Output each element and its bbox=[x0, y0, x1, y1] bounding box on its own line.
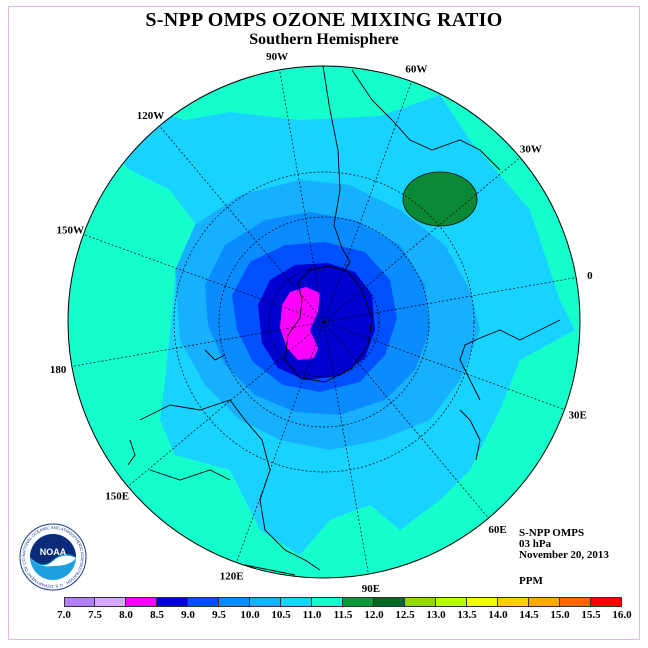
level-11.5-12.0 bbox=[402, 171, 478, 227]
colorbar-tick-label: 7.0 bbox=[57, 609, 71, 621]
meridian-line bbox=[323, 321, 489, 519]
colorbar-swatch bbox=[312, 597, 343, 607]
colorbar-tick-label: 9.5 bbox=[212, 609, 226, 621]
colorbar-tick-label: 14.0 bbox=[488, 609, 508, 621]
colorbar-swatch bbox=[157, 597, 188, 607]
colorbar-swatch bbox=[250, 597, 281, 607]
colorbar-tick-label: 10.5 bbox=[271, 609, 291, 621]
longitude-label: 150W bbox=[57, 225, 85, 237]
graticule bbox=[71, 69, 577, 575]
map-boundary bbox=[67, 65, 581, 579]
noaa-logo: NOAA NATIONAL OCEANIC AND ATMOSPHERIC AD… bbox=[18, 522, 87, 591]
colorbar-tick-label: 16.0 bbox=[612, 609, 632, 621]
colorbar-swatch bbox=[219, 597, 250, 607]
colorbar-tick-label: 15.5 bbox=[581, 609, 601, 621]
page-title: S-NPP OMPS OZONE MIXING RATIO bbox=[145, 9, 503, 31]
meridian-line bbox=[279, 69, 325, 323]
colorbar-tick-label: 11.0 bbox=[302, 609, 322, 621]
level-10.0-10.5-bump bbox=[138, 122, 185, 158]
colorbar-swatch bbox=[529, 597, 560, 607]
colorbar-swatch bbox=[281, 597, 312, 607]
meridian-line bbox=[83, 234, 325, 323]
longitude-label: 0 bbox=[587, 270, 593, 282]
longitude-label: 180 bbox=[50, 364, 67, 376]
longitude-label: 120E bbox=[220, 571, 244, 583]
coastlines bbox=[127, 66, 561, 576]
meridian-line bbox=[323, 321, 565, 410]
colorbar-tick-label: 14.5 bbox=[519, 609, 539, 621]
colorbar-swatch bbox=[188, 597, 219, 607]
colorbar-tick-label: 12.0 bbox=[364, 609, 384, 621]
longitude-label: 30E bbox=[569, 409, 587, 421]
units-label: PPM bbox=[519, 575, 543, 587]
instrument-label: S-NPP OMPS bbox=[519, 527, 585, 539]
colorbar-swatch bbox=[591, 597, 622, 607]
longitude-label: 30W bbox=[520, 143, 542, 155]
colorbar-tick-label: 13.0 bbox=[426, 609, 446, 621]
level-8.0-8.5 bbox=[258, 263, 375, 380]
colorbar-tick-label: 7.5 bbox=[88, 609, 102, 621]
pressure-level: 03 hPa bbox=[519, 538, 552, 550]
colorbar-swatch bbox=[467, 597, 498, 607]
meridian-line bbox=[71, 321, 325, 367]
meridian-line bbox=[323, 321, 369, 575]
colorbar-swatch bbox=[498, 597, 529, 607]
longitude-label: 90W bbox=[266, 51, 288, 63]
colorbar bbox=[64, 597, 622, 607]
colorbar-swatch bbox=[374, 597, 405, 607]
meridian-line bbox=[323, 81, 412, 323]
logo-text: NOAA bbox=[40, 547, 67, 557]
page-subtitle: Southern Hemisphere bbox=[249, 31, 399, 48]
longitude-label: 150E bbox=[105, 491, 129, 503]
colorbar-tick-label: 13.5 bbox=[457, 609, 477, 621]
colorbar-tick-label: 15.0 bbox=[550, 609, 570, 621]
longitude-label: 90E bbox=[362, 583, 380, 595]
colorbar-tick-label: 9.0 bbox=[181, 609, 195, 621]
colorbar-tick-label: 12.5 bbox=[395, 609, 415, 621]
longitude-label: 60W bbox=[405, 63, 427, 75]
meridian-line bbox=[323, 157, 521, 323]
colorbar-swatch bbox=[95, 597, 126, 607]
longitude-label: 60E bbox=[488, 524, 506, 536]
colorbar-swatch bbox=[405, 597, 436, 607]
longitude-labels: 90W 60W 30W 0 30E 60E 90E 120E 150E 180 150W 120W bbox=[50, 51, 593, 595]
colorbar-swatch bbox=[436, 597, 467, 607]
colorbar-tick-label: 8.0 bbox=[119, 609, 133, 621]
colorbar-tick-label: 10.0 bbox=[240, 609, 260, 621]
meridian-line bbox=[159, 125, 325, 323]
date-label: November 20, 2013 bbox=[519, 549, 609, 561]
colorbar-tick-label: 11.5 bbox=[333, 609, 353, 621]
colorbar-swatch bbox=[560, 597, 591, 607]
figure-frame bbox=[8, 6, 640, 640]
ozone-contours bbox=[68, 66, 580, 578]
meridian-line bbox=[323, 277, 577, 323]
meridian-line bbox=[127, 321, 325, 487]
longitude-label: 120W bbox=[137, 110, 165, 122]
colorbar-swatch bbox=[343, 597, 374, 607]
colorbar-swatch bbox=[64, 597, 95, 607]
colorbar-swatch bbox=[126, 597, 157, 607]
colorbar-tick-label: 8.5 bbox=[150, 609, 164, 621]
meridian-line bbox=[236, 321, 325, 563]
